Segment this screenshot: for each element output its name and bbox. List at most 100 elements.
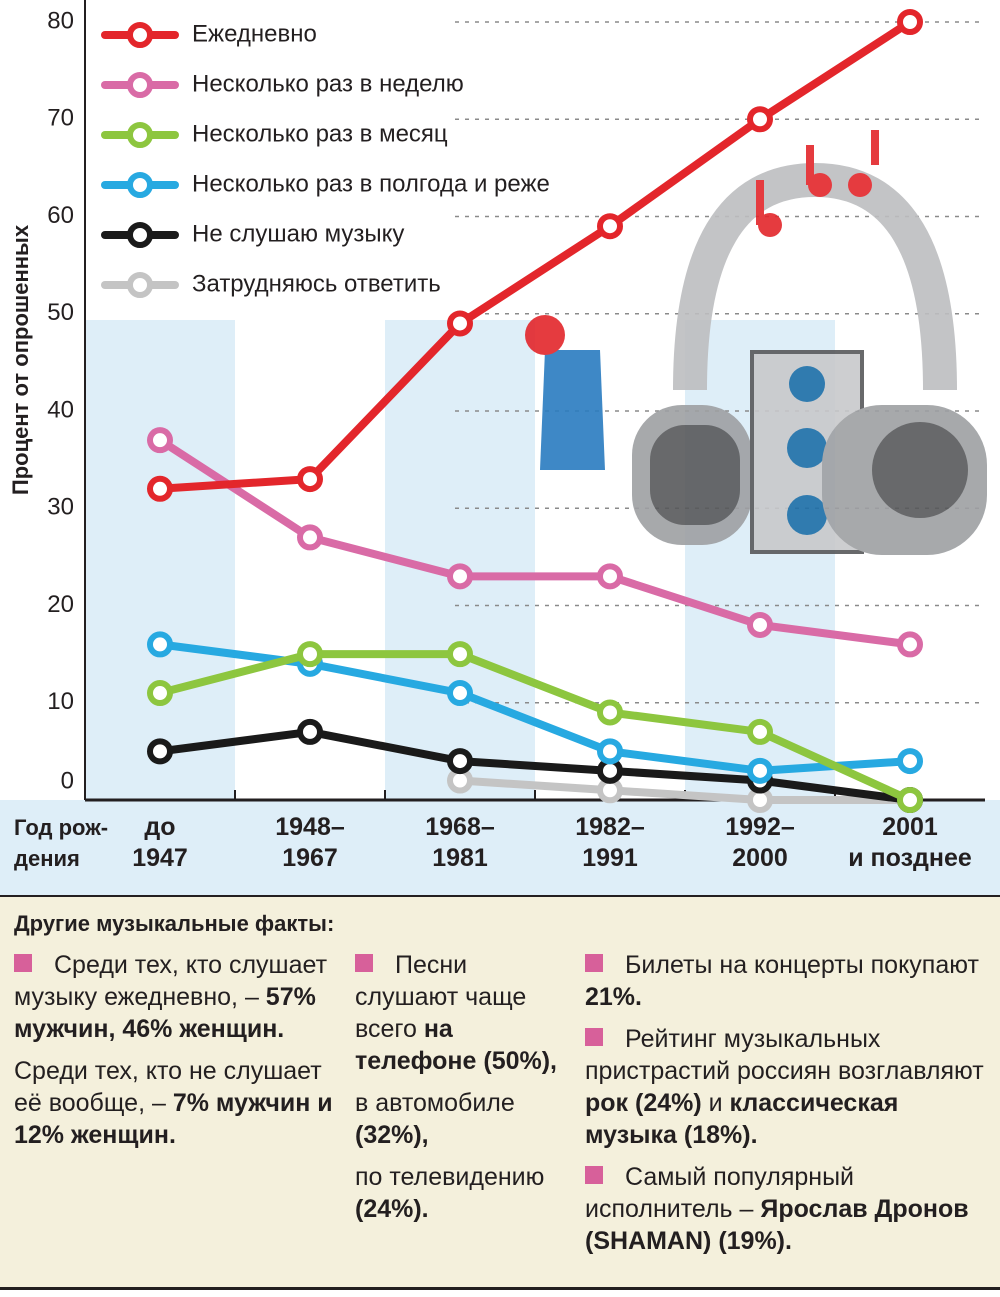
legend-item: Не слушаю музыку xyxy=(101,220,404,248)
y-tick-label: 40 xyxy=(47,396,74,423)
legend-label: Не слушаю музыку xyxy=(192,220,404,247)
y-tick-label: 60 xyxy=(47,202,74,229)
x-tick-label: 1992– 2000 xyxy=(725,813,795,872)
fact-text: и xyxy=(701,1089,730,1117)
column-band xyxy=(85,320,235,800)
illustration xyxy=(525,130,987,555)
legend-item: Несколько раз в месяц xyxy=(101,120,448,148)
legend-marker xyxy=(127,172,153,198)
legend-item: Ежедневно xyxy=(101,20,317,48)
legend-marker xyxy=(127,222,153,248)
legend-item: Несколько раз в неделю xyxy=(101,70,464,98)
fact-text: классическая музыка (18%). xyxy=(585,1089,899,1149)
fact-text: (24%). xyxy=(355,1195,429,1223)
x-tick-label: 1982– 1991 xyxy=(575,813,645,872)
data-point xyxy=(747,757,773,784)
bullet xyxy=(355,954,373,972)
fact-text: Рейтинг музыкальных пристрастий россиян … xyxy=(585,1025,984,1085)
legend-marker xyxy=(127,72,153,98)
fact-paragraph: Рейтинг музыкальных пристрастий россиян … xyxy=(585,1023,985,1151)
fact-paragraph: по телевидению (24%). xyxy=(355,1161,570,1225)
y-tick-label: 50 xyxy=(47,299,74,326)
data-point xyxy=(747,611,773,638)
data-point xyxy=(747,718,773,745)
fact-text: Среди тех, кто не слушает её вообще, – xyxy=(14,1057,322,1117)
y-tick-label: 20 xyxy=(47,591,74,618)
y-tick-label: 70 xyxy=(47,105,74,132)
facts-column: Билеты на концерты покупают 21%. Рейтинг … xyxy=(585,949,985,1267)
fact-paragraph: Среди тех, кто слушает музыку ежедневно,… xyxy=(14,949,344,1045)
fact-text: по телевидению xyxy=(355,1163,545,1191)
data-point xyxy=(147,738,173,765)
x-tick-label: до 1947 xyxy=(132,813,188,872)
bullet xyxy=(585,954,603,972)
data-point xyxy=(297,641,323,668)
fact-text: Самый популярный исполнитель – xyxy=(585,1163,855,1223)
x-tick-label: 1968– 1981 xyxy=(425,813,495,872)
fact-text: Билеты на концерты покупают xyxy=(625,951,979,979)
data-point xyxy=(447,641,473,668)
fact-text: 7% мужчин и 12% женщин. xyxy=(14,1089,333,1149)
legend-marker xyxy=(127,272,153,298)
x-tick-label: 1948– 1967 xyxy=(275,813,345,872)
fact-paragraph: Среди тех, кто не слушает её вообще, – 7… xyxy=(14,1055,344,1151)
facts-column: Среди тех, кто слушает музыку ежедневно,… xyxy=(14,949,344,1161)
legend-label: Несколько раз в месяц xyxy=(192,120,448,147)
legend-label: Затрудняюсь ответить xyxy=(192,270,441,297)
fact-text: рок (24%) xyxy=(585,1089,702,1117)
legend-marker xyxy=(127,122,153,148)
data-point xyxy=(447,310,473,337)
y-axis-label: Процент от опрошенных xyxy=(8,224,33,495)
series-line xyxy=(157,436,911,649)
x-axis-label: Год рож- дения xyxy=(14,815,109,871)
legend-item: Несколько раз в полгода и реже xyxy=(101,170,550,198)
y-tick-label: 10 xyxy=(47,688,74,715)
data-point xyxy=(297,718,323,745)
bullet xyxy=(585,1028,603,1046)
series-line xyxy=(159,18,913,493)
data-point xyxy=(597,738,623,765)
facts-panel: Другие музыкальные факты: Среди тех, кто… xyxy=(0,895,1000,1290)
data-point xyxy=(597,563,623,590)
fact-paragraph: Билеты на концерты покупают 21%. xyxy=(585,949,985,1013)
series-line xyxy=(459,776,910,804)
legend-label: Ежедневно xyxy=(192,20,317,47)
legend-label: Несколько раз в неделю xyxy=(192,70,464,97)
fact-text: в автомобиле xyxy=(355,1089,515,1117)
fact-text: Песни слушают чаще всего xyxy=(355,951,527,1043)
data-point xyxy=(147,680,173,707)
chart: Процент от опрошенных 0 10 20 30 40 50 60 70 80 Е… xyxy=(0,0,1000,895)
y-tick-label: 0 xyxy=(61,767,74,794)
fact-paragraph: Самый популярный исполнитель – Ярослав Д… xyxy=(585,1161,985,1257)
data-point xyxy=(297,466,323,493)
data-point xyxy=(597,213,623,240)
fact-text: (32%), xyxy=(355,1121,429,1149)
fact-paragraph: Песни слушают чаще всего на телефоне (50… xyxy=(355,949,570,1077)
legend-label: Несколько раз в полгода и реже xyxy=(192,170,550,197)
bullet xyxy=(14,954,32,972)
fact-text: 21%. xyxy=(585,983,642,1011)
data-point xyxy=(897,748,923,775)
data-point xyxy=(597,699,623,726)
fact-text: Ярослав Дронов (SHAMAN) (19%). xyxy=(585,1195,969,1255)
data-point xyxy=(897,9,923,35)
x-tick-label: 2001 и позднее xyxy=(848,813,972,872)
x-axis-band xyxy=(0,800,1000,895)
fact-paragraph: в автомобиле (32%), xyxy=(355,1087,570,1151)
data-point xyxy=(447,563,473,590)
series-line xyxy=(159,727,911,804)
data-point xyxy=(147,631,173,658)
facts-column: Песни слушают чаще всего на телефоне (50… xyxy=(355,949,570,1235)
y-tick-label: 30 xyxy=(47,494,74,521)
bullet xyxy=(585,1166,603,1184)
y-tick-label: 80 xyxy=(47,7,74,34)
data-point xyxy=(147,427,173,454)
fact-text: 57% мужчин, 46% женщин. xyxy=(14,983,316,1043)
series-line xyxy=(158,650,912,804)
data-point xyxy=(897,787,923,813)
data-point xyxy=(297,524,323,551)
data-point xyxy=(147,475,173,502)
fact-text: на телефоне (50%), xyxy=(355,1015,558,1075)
legend-marker xyxy=(127,22,153,48)
